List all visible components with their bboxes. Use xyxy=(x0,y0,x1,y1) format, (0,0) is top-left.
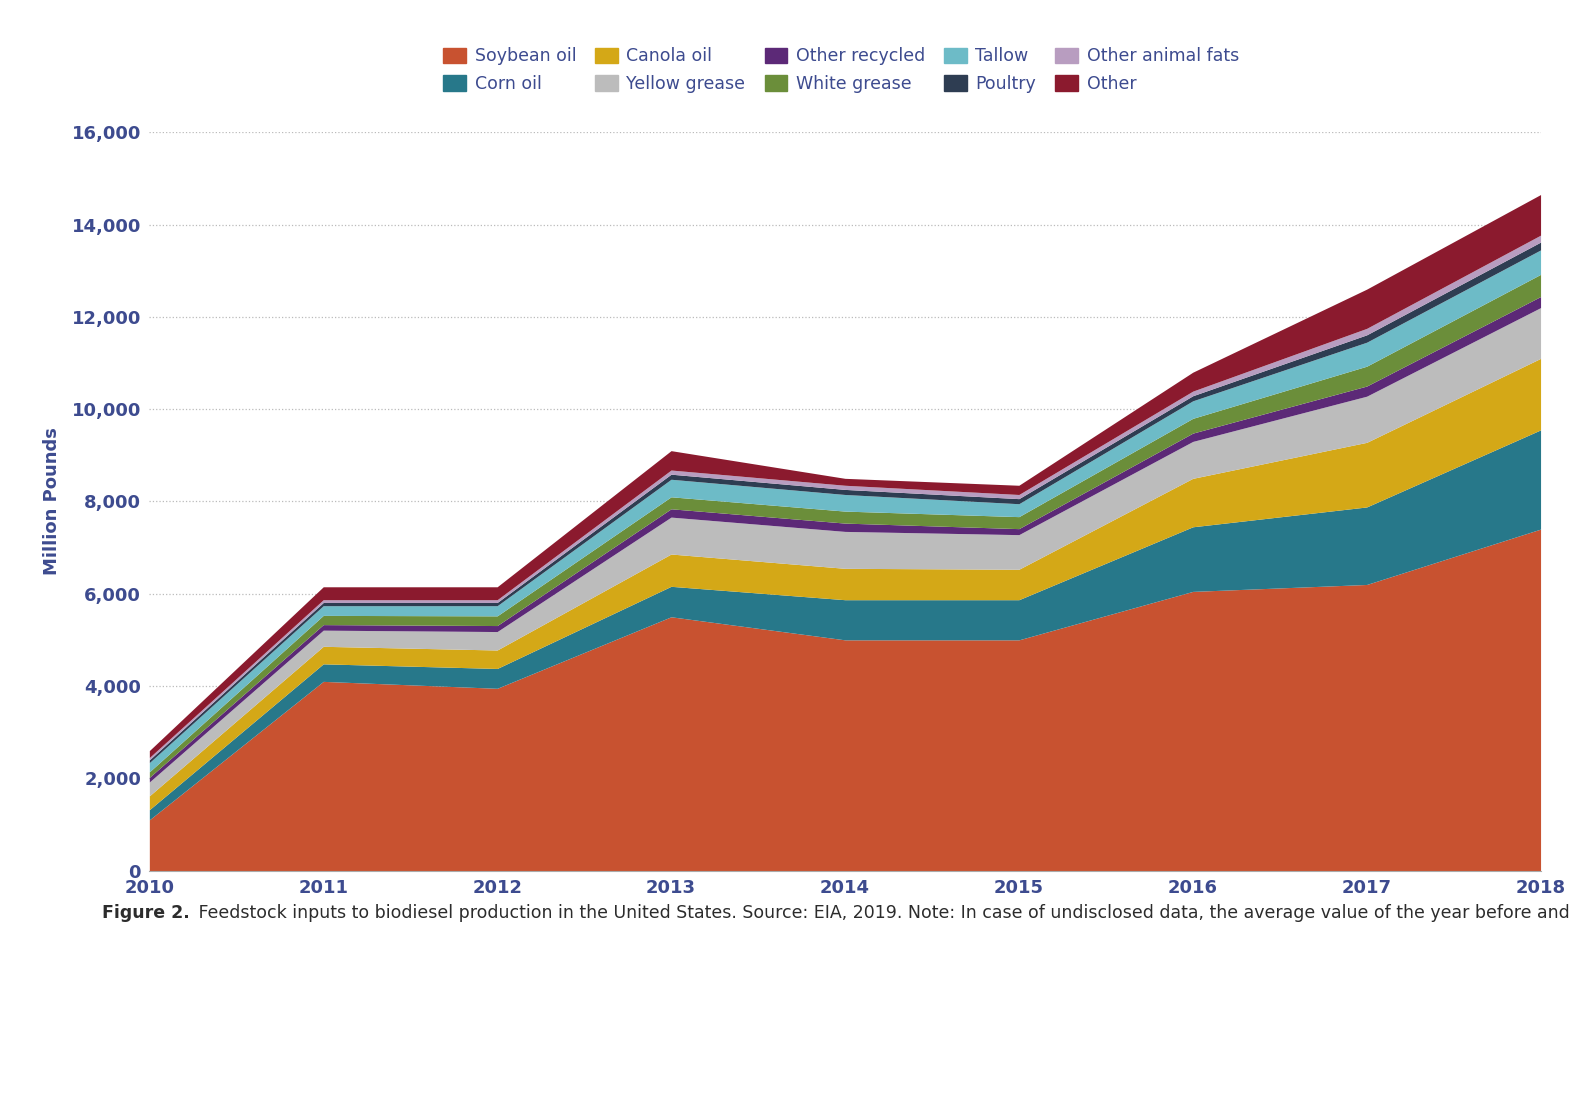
Text: Figure 2.: Figure 2. xyxy=(102,904,190,921)
Legend: Soybean oil, Corn oil, Canola oil, Yellow grease, Other recycled, White grease, : Soybean oil, Corn oil, Canola oil, Yello… xyxy=(443,47,1239,93)
Text: Feedstock inputs to biodiesel production in the United States. Source: EIA, 2019: Feedstock inputs to biodiesel production… xyxy=(193,904,1572,921)
Y-axis label: Million Pounds: Million Pounds xyxy=(42,428,60,575)
